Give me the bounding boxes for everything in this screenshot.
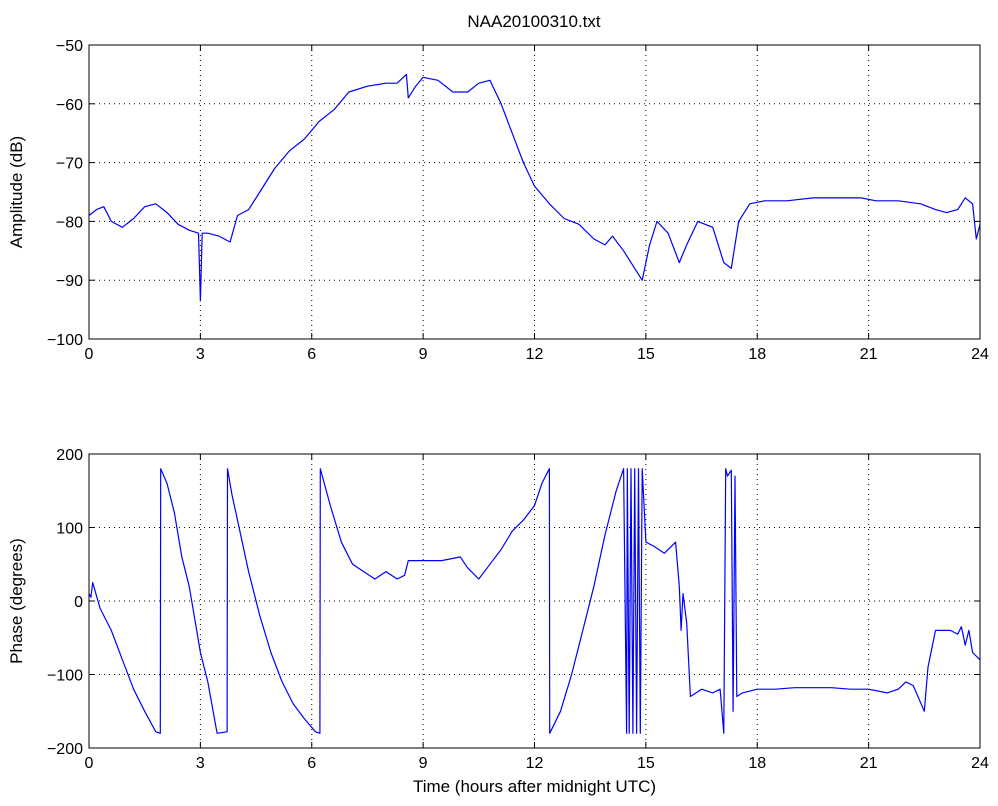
phase-xtick-label: 0 <box>85 755 94 772</box>
phase-xtick-label: 6 <box>307 755 316 772</box>
phase-ytick-label: 0 <box>74 594 83 611</box>
phase-x-axis-label: Time (hours after midnight UTC) <box>413 777 656 796</box>
phase-xtick-label: 24 <box>971 755 989 772</box>
amplitude-y-axis-label: Amplitude (dB) <box>7 136 26 248</box>
phase-xtick-label: 3 <box>196 755 205 772</box>
amplitude-ytick-label: −100 <box>47 332 83 349</box>
phase-xtick-label: 12 <box>526 755 544 772</box>
amplitude-ytick-label: −90 <box>56 273 83 290</box>
amplitude-xtick-label: 3 <box>196 346 205 363</box>
phase-xtick-label: 15 <box>637 755 655 772</box>
phase-plot: 0 3 6 9 12 15 18 21 24 −200 −100 0 100 200 Phase (degr… <box>7 447 989 796</box>
amplitude-xtick-label: 9 <box>419 346 428 363</box>
amplitude-xtick-label: 24 <box>971 346 989 363</box>
amplitude-xtick-label: 18 <box>748 346 766 363</box>
amplitude-xtick-label: 21 <box>860 346 878 363</box>
amplitude-xtick-label: 15 <box>637 346 655 363</box>
amplitude-xtick-label: 6 <box>307 346 316 363</box>
amplitude-ytick-label: −60 <box>56 97 83 114</box>
amplitude-series-line <box>88 73 981 302</box>
phase-xtick-label: 9 <box>419 755 428 772</box>
amplitude-ytick-label: −50 <box>56 38 83 55</box>
phase-xtick-label: 18 <box>748 755 766 772</box>
phase-ytick-label: −200 <box>47 741 83 758</box>
phase-ytick-label: 200 <box>56 447 83 464</box>
amplitude-ytick-label: −80 <box>56 214 83 231</box>
phase-ytick-label: 100 <box>56 521 83 538</box>
amplitude-ytick-label: −70 <box>56 156 83 173</box>
amplitude-xtick-label: 12 <box>526 346 544 363</box>
figure-title: NAA20100310.txt <box>467 12 601 31</box>
phase-ytick-label: −100 <box>47 668 83 685</box>
phase-xtick-label: 21 <box>860 755 878 772</box>
phase-y-axis-label: Phase (degrees) <box>7 538 26 664</box>
amplitude-plot: 0 3 6 9 12 15 18 21 24 −100 −90 −80 −70 −60 −50 Amplitu… <box>7 38 989 363</box>
amplitude-xtick-label: 0 <box>85 346 94 363</box>
phase-series-line <box>88 468 981 734</box>
